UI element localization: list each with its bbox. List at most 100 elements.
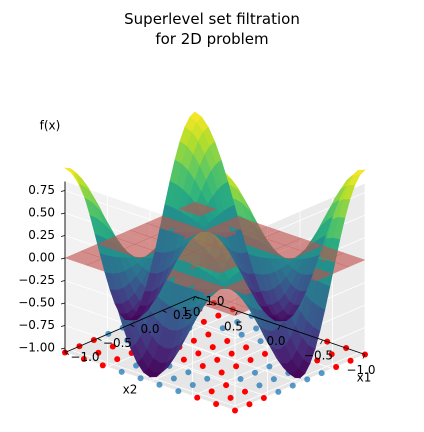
z-tick-label: −0.75 <box>18 318 55 332</box>
superlevel-point <box>246 401 253 408</box>
z-tick-label: 0.50 <box>28 206 55 220</box>
superlevel-point <box>232 407 238 414</box>
superlevel-point <box>99 362 106 369</box>
sample-point <box>256 382 263 389</box>
sample-point <box>189 381 196 388</box>
x1-tick <box>194 296 200 299</box>
superlevel-point <box>227 394 234 401</box>
superlevel-point <box>194 394 201 401</box>
sample-point <box>175 388 182 395</box>
sample-point <box>219 325 226 332</box>
sample-point <box>252 369 258 376</box>
superlevel-point <box>218 369 225 376</box>
sample-point <box>118 368 125 375</box>
superlevel-point <box>242 388 248 395</box>
sample-point <box>156 381 163 388</box>
superlevel-point <box>243 344 250 351</box>
superlevel-point <box>247 357 254 364</box>
axis-lines <box>60 181 366 359</box>
superlevel-point <box>314 357 321 364</box>
sample-point <box>270 376 277 383</box>
threshold-plane-tile <box>220 216 260 231</box>
grid-floor-x2 <box>149 325 281 382</box>
superlevel-point <box>215 312 222 319</box>
superlevel-point <box>199 363 206 370</box>
superlevel-point <box>114 356 121 363</box>
threshold-plane-tile <box>178 201 217 217</box>
chart-title-line1: Superlevel set filtration <box>124 10 300 28</box>
sample-point <box>238 331 245 338</box>
sample-point <box>275 388 282 395</box>
x1-tick-label: 0.0 <box>140 322 159 336</box>
superlevel-point <box>209 344 216 351</box>
superlevel-point <box>80 355 87 362</box>
z-tick <box>60 235 66 237</box>
z-tick <box>60 280 66 282</box>
x2-tick <box>362 354 366 359</box>
x2-tick <box>192 296 196 301</box>
x2-tick-label: −0.5 <box>304 349 333 363</box>
sample-point <box>266 363 273 370</box>
superlevel-point <box>262 350 268 357</box>
surface-patch <box>189 111 203 122</box>
x1-tick-label: −0.5 <box>103 336 132 350</box>
x1-tick-label: 0.5 <box>173 308 192 322</box>
z-tick <box>60 302 66 305</box>
superlevel-point <box>200 318 207 325</box>
x1-tick-label: −1.0 <box>70 350 99 364</box>
sample-point <box>170 375 177 382</box>
z-tick-label: 0.25 <box>28 228 55 242</box>
z-tick-label: 0.00 <box>28 251 55 265</box>
superlevel-point <box>223 382 230 389</box>
superlevel-point <box>328 351 335 358</box>
superlevel-point <box>195 350 202 357</box>
sample-point <box>318 370 325 377</box>
superlevel-point <box>180 356 187 363</box>
superlevel-point <box>190 337 197 344</box>
z-tick-label: −0.25 <box>18 273 55 287</box>
z-tick-label: −0.50 <box>18 296 55 310</box>
z-tick <box>60 325 66 327</box>
threshold-plane-tile <box>145 215 185 231</box>
x2-tick <box>235 310 238 316</box>
z-tick <box>60 190 66 192</box>
superlevel-point <box>205 331 212 338</box>
sample-point <box>133 362 140 369</box>
superlevel-point <box>208 388 215 395</box>
sample-point <box>204 375 211 382</box>
sample-point <box>304 376 311 383</box>
x2-tick <box>277 325 281 330</box>
z-tick <box>60 257 66 260</box>
z-tick-label: −1.00 <box>18 341 55 355</box>
superlevel-point <box>228 350 235 357</box>
x1-tick <box>97 338 102 341</box>
superlevel-point <box>333 363 340 370</box>
superlevel-point <box>109 343 116 350</box>
z-tick <box>60 347 66 350</box>
superlevel-point <box>213 401 220 408</box>
superlevel-point <box>224 337 231 344</box>
z-tick <box>60 212 66 215</box>
superlevel-point <box>95 349 102 356</box>
sample-point <box>289 382 296 389</box>
surface-patch <box>352 169 366 176</box>
x1-axis-label: x1 <box>357 371 372 385</box>
superlevel-point <box>347 357 354 364</box>
z-axis-label: f(x) <box>40 119 61 133</box>
x2-tick-label: −1.0 <box>346 363 375 377</box>
x1-tick <box>129 324 135 327</box>
sample-point <box>257 338 264 345</box>
x2-tick-label: 1.0 <box>181 305 200 319</box>
superlevel-point <box>260 395 267 402</box>
sample-point <box>237 375 244 382</box>
axis-labels: −1.0−0.50.00.51.0−1.0−0.50.00.51.00.750.… <box>18 119 375 397</box>
sample-point <box>137 375 144 382</box>
x1-tick <box>64 352 70 355</box>
x2-tick <box>320 339 323 345</box>
z-tick-label: 0.75 <box>28 183 55 197</box>
superlevel-point <box>214 356 221 363</box>
x2-axis-label: x2 <box>123 383 138 397</box>
plot-scene <box>62 111 368 414</box>
